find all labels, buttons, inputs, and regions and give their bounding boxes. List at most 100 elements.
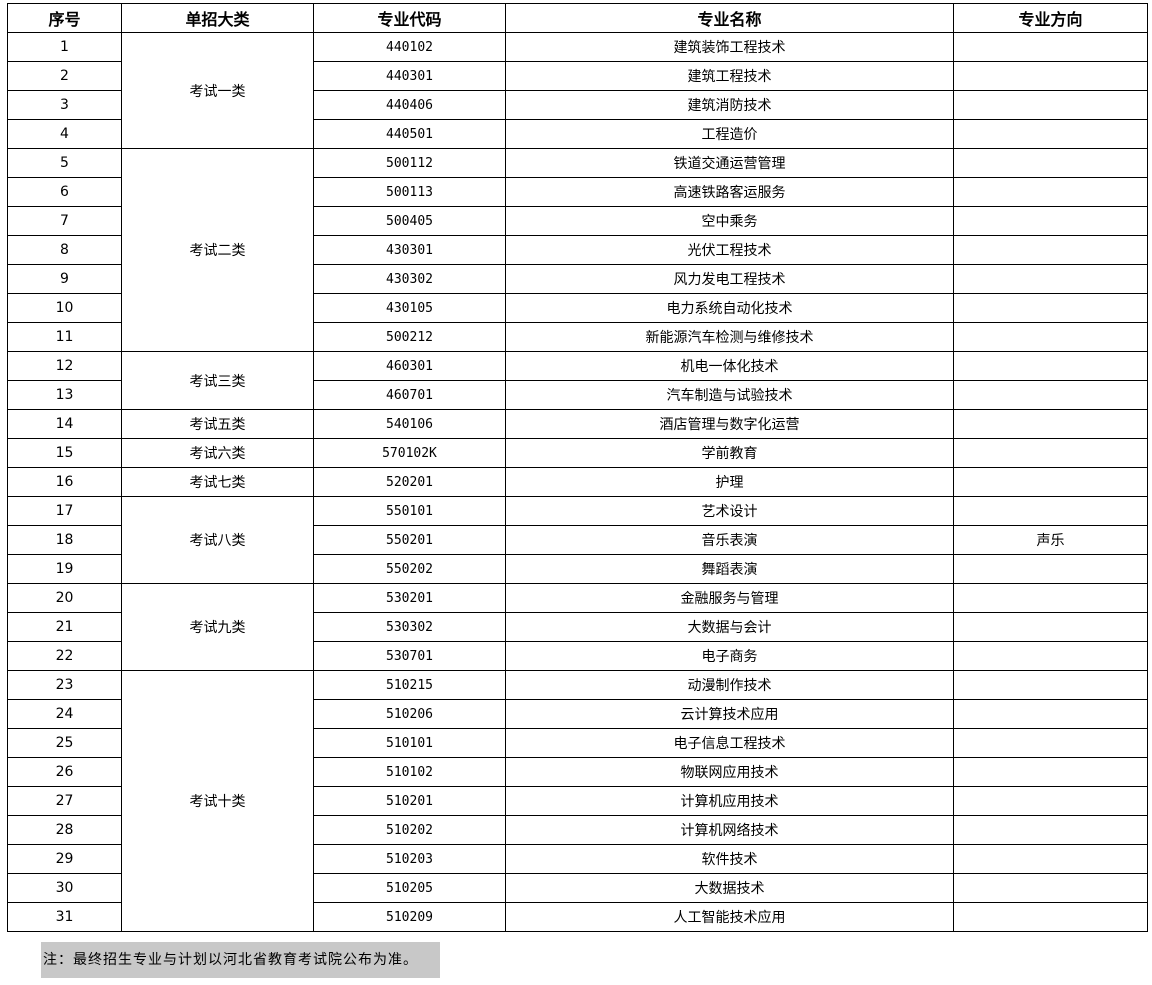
major-code: 500212 — [313, 322, 506, 352]
major-code: 510205 — [313, 873, 506, 903]
table-row: 14 考试五类 540106 酒店管理与数字化运营 — [7, 409, 1148, 439]
major-direction — [953, 554, 1148, 584]
row-number: 2 — [7, 61, 122, 91]
row-number: 3 — [7, 90, 122, 120]
category-cell: 考试六类 — [121, 438, 314, 468]
major-code: 510201 — [313, 786, 506, 816]
category-cell: 考试七类 — [121, 467, 314, 497]
major-direction — [953, 61, 1148, 91]
major-name: 艺术设计 — [505, 496, 954, 526]
table-body: 1 考试一类 440102 建筑装饰工程技术 2 440301 建筑工程技术 3 440406 建… — [7, 32, 1148, 932]
major-name: 学前教育 — [505, 438, 954, 468]
row-number: 1 — [7, 32, 122, 62]
major-code: 460301 — [313, 351, 506, 381]
major-code: 520201 — [313, 467, 506, 497]
table-row: 12 考试三类 460301 机电一体化技术 — [7, 351, 1148, 410]
major-code: 510209 — [313, 902, 506, 932]
major-code: 460701 — [313, 380, 506, 410]
table-row: 24 510206 云计算技术应用 — [7, 699, 1148, 729]
row-number: 24 — [7, 699, 122, 729]
major-direction — [953, 90, 1148, 120]
major-code: 570102K — [313, 438, 506, 468]
major-code: 440501 — [313, 119, 506, 149]
major-name: 汽车制造与试验技术 — [505, 380, 954, 410]
major-code: 500113 — [313, 177, 506, 207]
row-number: 28 — [7, 815, 122, 845]
row-number: 12 — [7, 351, 122, 381]
major-code: 530302 — [313, 612, 506, 642]
major-direction — [953, 583, 1148, 613]
table-row: 20 考试九类 530201 金融服务与管理 — [7, 583, 1148, 671]
major-name: 高速铁路客运服务 — [505, 177, 954, 207]
major-direction — [953, 351, 1148, 381]
row-number: 11 — [7, 322, 122, 352]
row-number: 16 — [7, 467, 122, 497]
major-code: 550101 — [313, 496, 506, 526]
major-direction — [953, 177, 1148, 207]
row-number: 30 — [7, 873, 122, 903]
footnote: 注：最终招生专业与计划以河北省教育考试院公布为准。 — [41, 942, 440, 978]
major-code: 440406 — [313, 90, 506, 120]
row-number: 9 — [7, 264, 122, 294]
major-direction — [953, 902, 1148, 932]
major-name: 云计算技术应用 — [505, 699, 954, 729]
major-direction — [953, 815, 1148, 845]
row-number: 27 — [7, 786, 122, 816]
major-name: 酒店管理与数字化运营 — [505, 409, 954, 439]
major-code: 510215 — [313, 670, 506, 700]
major-direction — [953, 322, 1148, 352]
table-row: 27 510201 计算机应用技术 — [7, 786, 1148, 816]
major-code: 510102 — [313, 757, 506, 787]
major-code: 500405 — [313, 206, 506, 236]
table-row: 17 考试八类 550101 艺术设计 — [7, 496, 1148, 584]
table-row: 10 430105 电力系统自动化技术 — [7, 293, 1148, 323]
major-name: 护理 — [505, 467, 954, 497]
row-number: 17 — [7, 496, 122, 526]
major-code: 530201 — [313, 583, 506, 613]
major-name: 人工智能技术应用 — [505, 902, 954, 932]
header-category: 单招大类 — [121, 3, 314, 33]
major-direction — [953, 641, 1148, 671]
major-direction — [953, 293, 1148, 323]
row-number: 14 — [7, 409, 122, 439]
major-code: 430105 — [313, 293, 506, 323]
table-row: 22 530701 电子商务 — [7, 641, 1148, 671]
header-name: 专业名称 — [505, 3, 954, 33]
row-number: 6 — [7, 177, 122, 207]
header-code: 专业代码 — [313, 3, 506, 33]
major-direction — [953, 235, 1148, 265]
row-number: 15 — [7, 438, 122, 468]
table-row: 25 510101 电子信息工程技术 — [7, 728, 1148, 758]
major-direction — [953, 467, 1148, 497]
major-direction — [953, 409, 1148, 439]
major-name: 机电一体化技术 — [505, 351, 954, 381]
table-row: 21 530302 大数据与会计 — [7, 612, 1148, 642]
row-number: 4 — [7, 119, 122, 149]
major-direction — [953, 496, 1148, 526]
major-direction — [953, 32, 1148, 62]
table-row: 8 430301 光伏工程技术 — [7, 235, 1148, 265]
major-direction: 声乐 — [953, 525, 1148, 555]
major-name: 建筑装饰工程技术 — [505, 32, 954, 62]
category-cell: 考试十类 — [121, 670, 314, 932]
major-direction — [953, 264, 1148, 294]
major-direction — [953, 670, 1148, 700]
major-code: 540106 — [313, 409, 506, 439]
major-code: 550202 — [313, 554, 506, 584]
major-name: 建筑消防技术 — [505, 90, 954, 120]
row-number: 10 — [7, 293, 122, 323]
major-name: 光伏工程技术 — [505, 235, 954, 265]
major-name: 电子信息工程技术 — [505, 728, 954, 758]
row-number: 31 — [7, 902, 122, 932]
major-code: 430302 — [313, 264, 506, 294]
header-row: 序号 单招大类 专业代码 专业名称 专业方向 — [7, 3, 1148, 33]
row-number: 5 — [7, 148, 122, 178]
header-no: 序号 — [7, 3, 122, 33]
major-direction — [953, 757, 1148, 787]
row-number: 19 — [7, 554, 122, 584]
table-row: 29 510203 软件技术 — [7, 844, 1148, 874]
major-name: 大数据与会计 — [505, 612, 954, 642]
major-name: 空中乘务 — [505, 206, 954, 236]
major-name: 金融服务与管理 — [505, 583, 954, 613]
table-row: 1 考试一类 440102 建筑装饰工程技术 — [7, 32, 1148, 149]
